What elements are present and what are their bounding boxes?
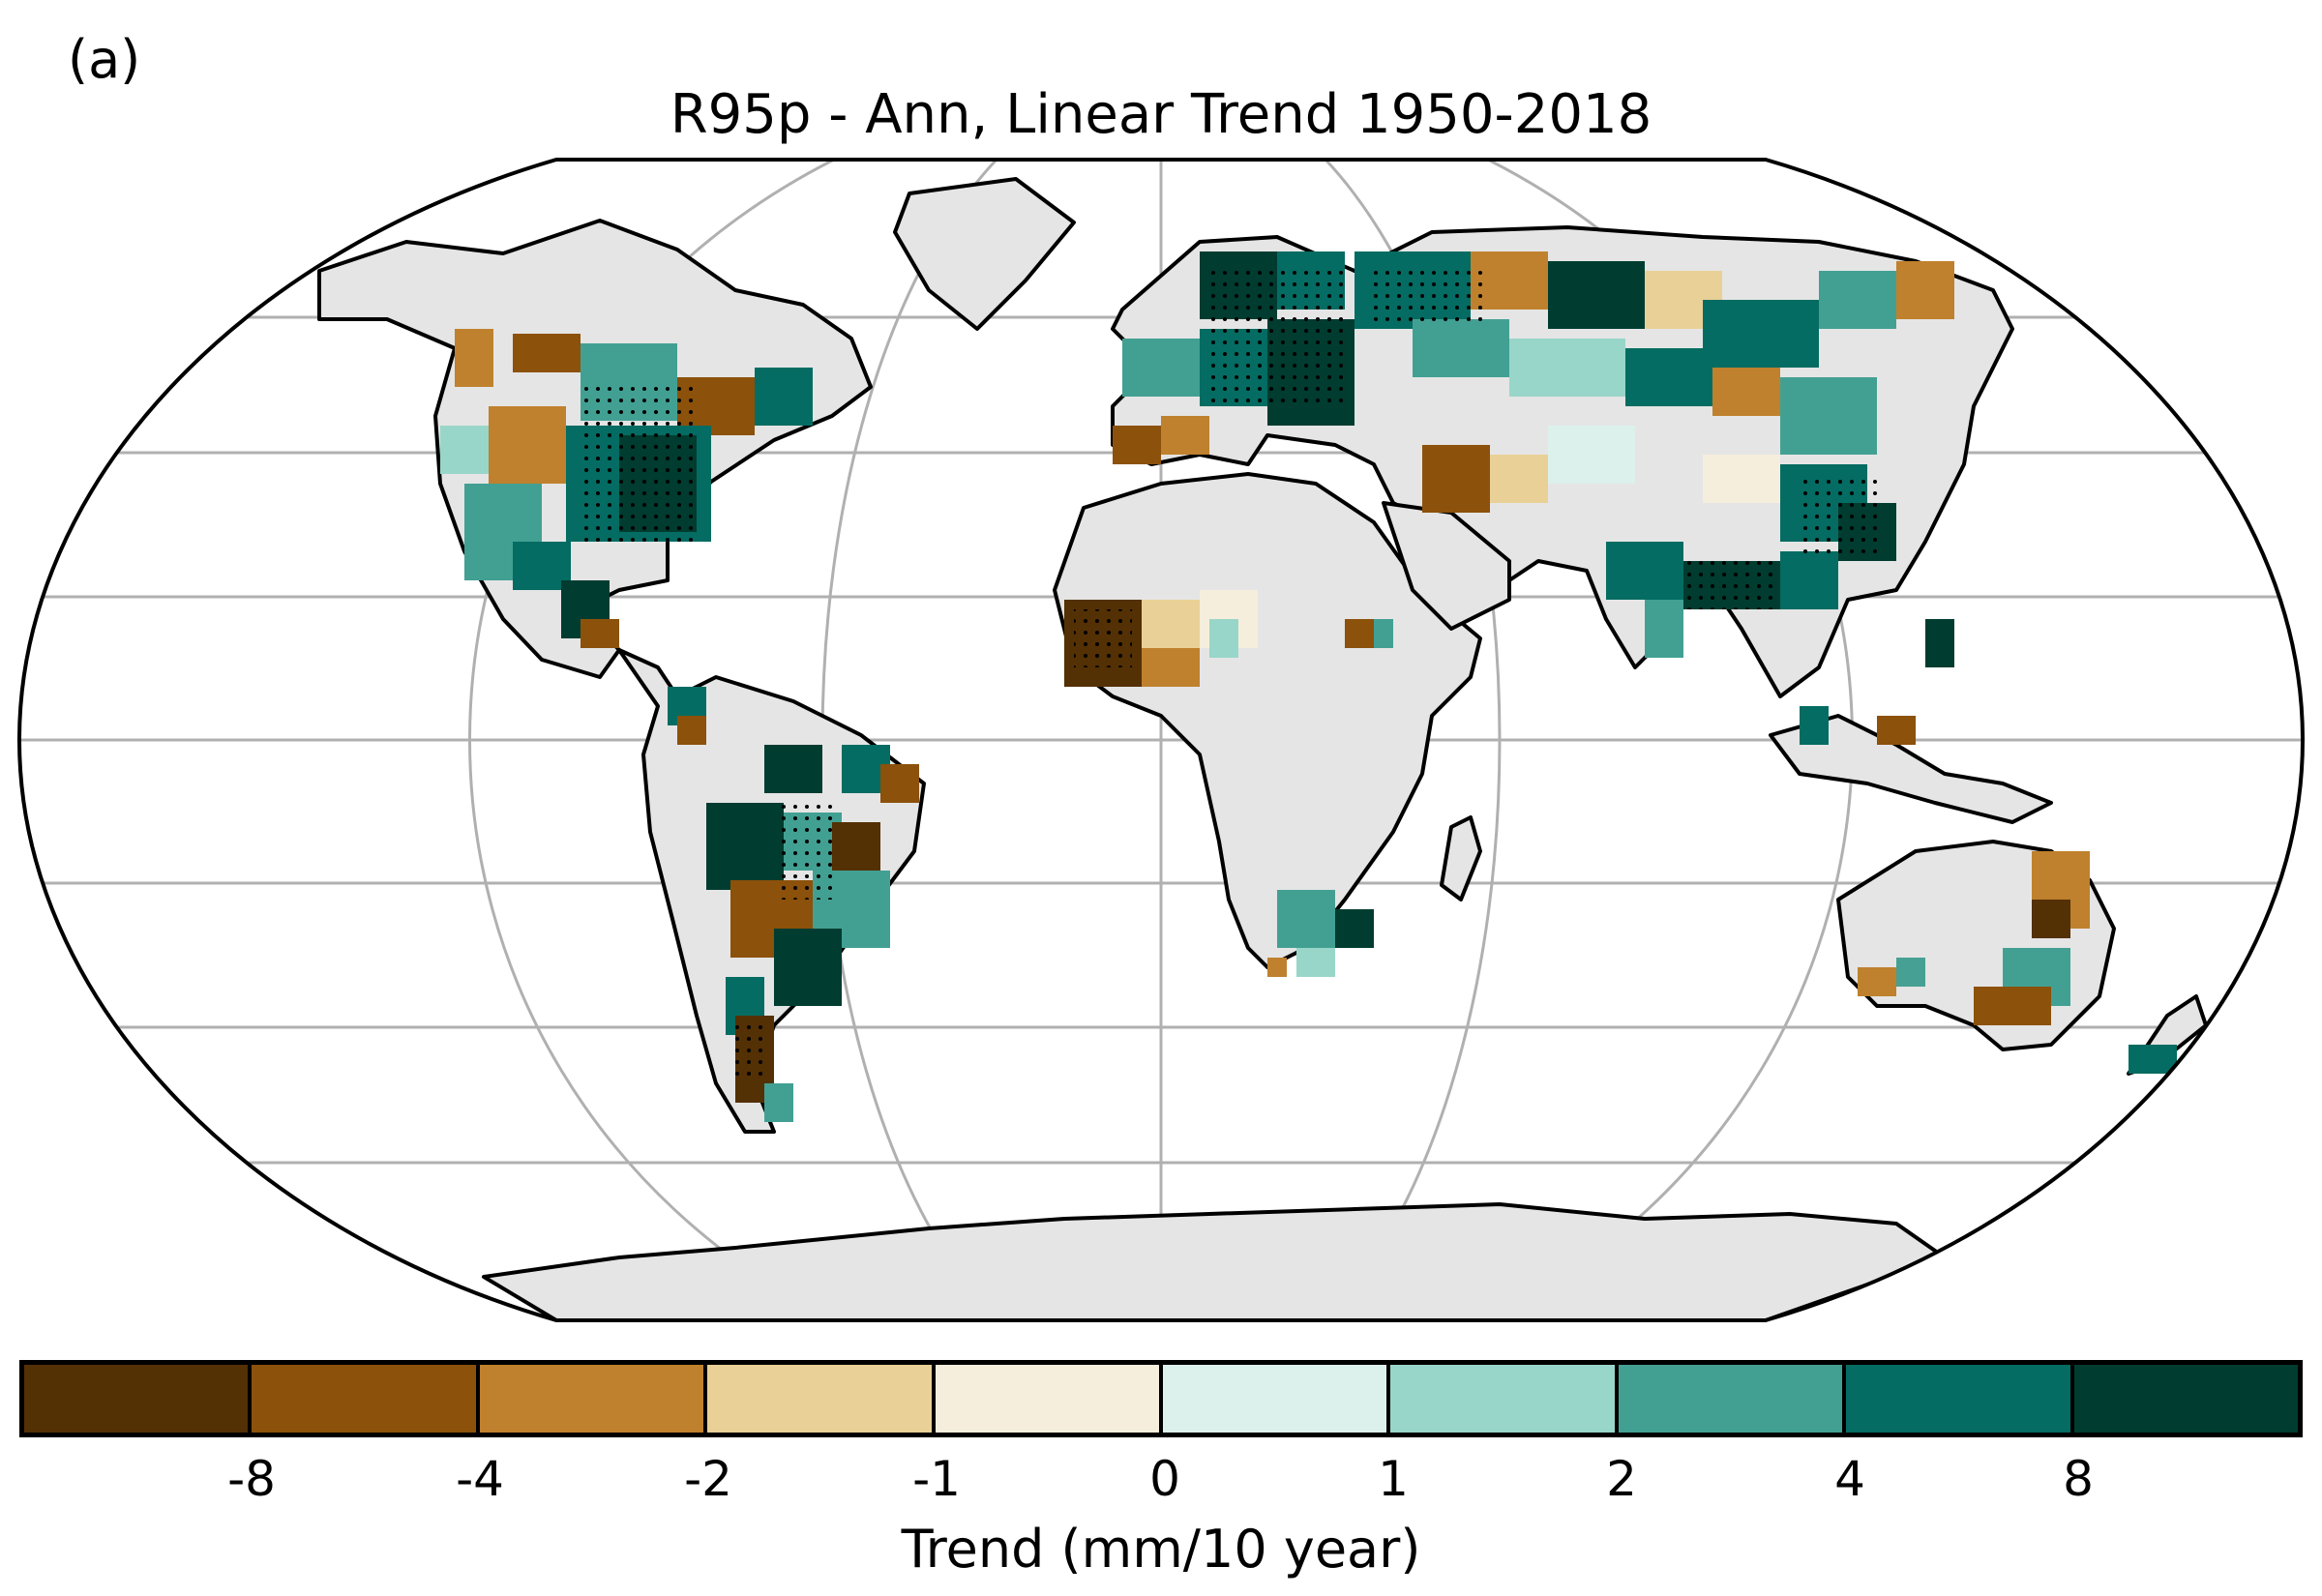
colorbar-tick: 2 [1606,1451,1637,1507]
colorbar-tick: -1 [912,1451,961,1507]
colorbar-tick: 4 [1834,1451,1865,1507]
map-boundary [16,158,2306,1322]
colorbar-label: Trend (mm/10 year) [901,1519,1421,1580]
significance-stippling [580,271,1877,1083]
colorbar-swatch [1163,1365,1391,1433]
colorbar-tick: 1 [1378,1451,1409,1507]
colorbar-swatch [935,1365,1164,1433]
colorbar-tick: -8 [227,1451,276,1507]
map-title: R95p - Ann, Linear Trend 1950-2018 [670,83,1652,146]
panel-label: (a) [68,29,141,90]
colorbar-tick: 8 [2063,1451,2094,1507]
colorbar-swatch [479,1365,708,1433]
colorbar-swatch [252,1365,480,1433]
colorbar-swatch [2073,1365,2299,1433]
colorbar [19,1360,2303,1437]
world-map [16,158,2306,1322]
colorbar-tick: -2 [684,1451,732,1507]
colorbar-swatch [24,1365,253,1433]
colorbar-swatch [1846,1365,2074,1433]
colorbar-tick: -4 [456,1451,504,1507]
colorbar-swatch [1390,1365,1619,1433]
colorbar-swatch [1618,1365,1847,1433]
colorbar-tick: 0 [1149,1451,1180,1507]
colorbar-swatch [707,1365,936,1433]
